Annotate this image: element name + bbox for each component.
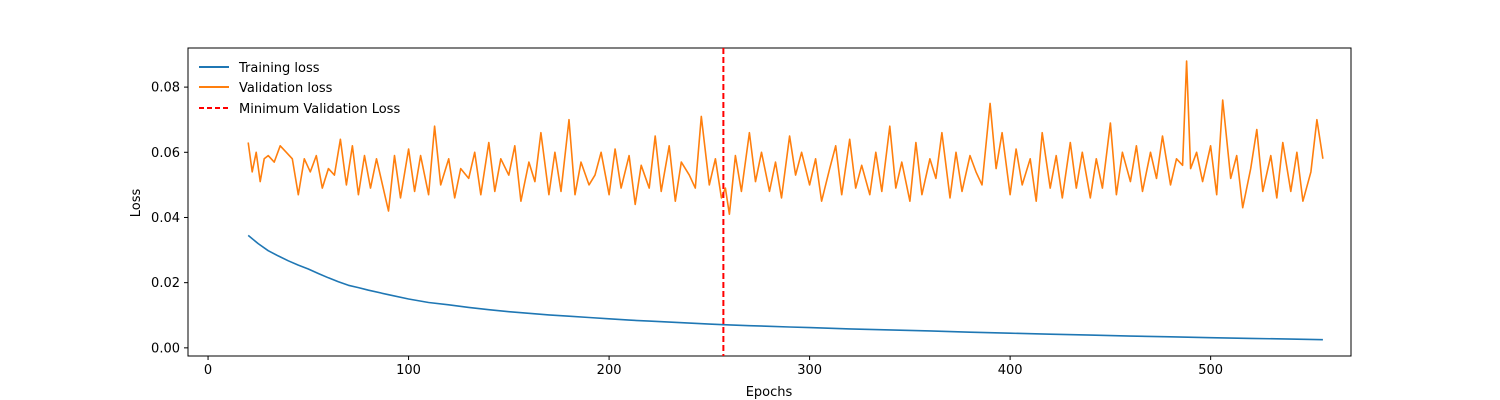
y-tick-label: 0.00 [151,341,180,356]
y-tick-label: 0.02 [151,276,180,291]
x-tick-label: 400 [998,363,1023,378]
y-tick-label: 0.04 [151,211,180,226]
y-tick-label: 0.06 [151,146,180,161]
y-axis-label: Loss [129,189,144,218]
series-line-training-loss [247,234,1323,341]
x-tick-label: 300 [797,363,822,378]
legend-label-validation-loss: Validation loss [239,81,333,96]
plot-area [187,47,1352,357]
series-line-validation-loss [247,60,1324,215]
legend-label-training-loss: Training loss [238,61,320,76]
x-axis-label: Epochs [746,385,793,400]
x-tick-label: 100 [396,363,421,378]
x-tick-label: 200 [597,363,622,378]
legend: Training loss Validation loss Minimum Va… [199,61,400,117]
x-tick-label: 0 [204,363,212,378]
x-tick-label: 500 [1198,363,1223,378]
y-axis: 0.00 0.02 0.04 0.06 0.08 [151,81,188,356]
x-axis: 0 100 200 300 400 500 [204,356,1223,378]
plot-frame [187,47,1352,357]
y-tick-label: 0.08 [151,81,180,96]
series-layer [247,60,1324,341]
legend-label-minimum-validation-loss: Minimum Validation Loss [239,102,400,117]
